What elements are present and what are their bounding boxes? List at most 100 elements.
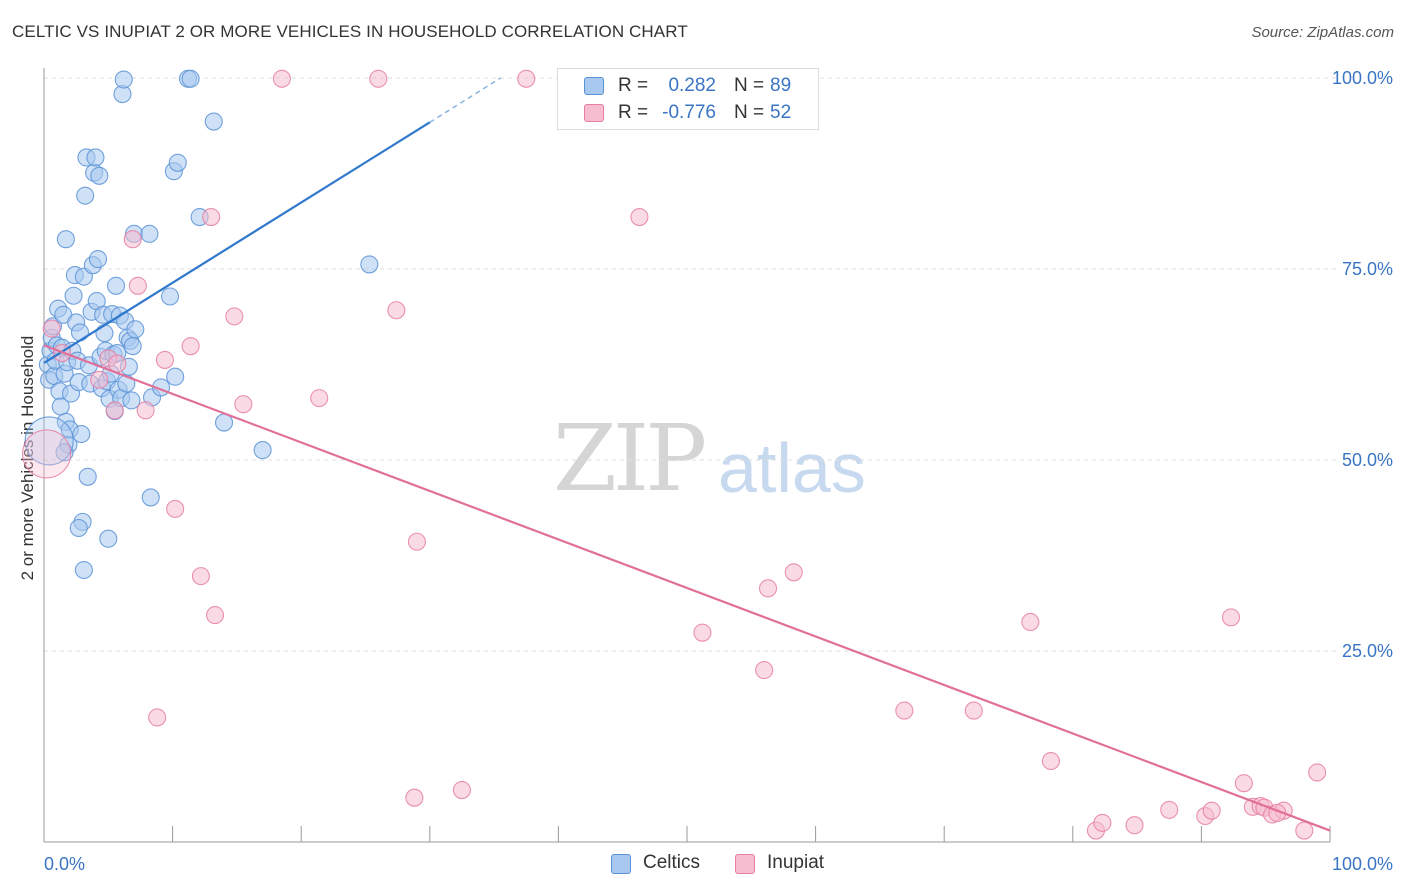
- inupiat-point: [310, 389, 329, 408]
- n-value: 52: [770, 102, 792, 123]
- celtics-point: [55, 443, 74, 462]
- inupiat-point: [136, 401, 155, 420]
- inupiat-point: [166, 499, 185, 518]
- inupiat-point: [405, 788, 424, 807]
- inupiat-point: [784, 563, 803, 582]
- watermark-zip: ZIP: [553, 405, 707, 512]
- inupiat-point: [148, 708, 167, 727]
- celtics-point: [76, 186, 95, 205]
- inupiat-point: [105, 401, 124, 420]
- celtics-point: [168, 153, 187, 172]
- celtics-point: [99, 529, 118, 548]
- inupiat-point: [22, 429, 72, 479]
- celtics-point: [140, 224, 159, 243]
- inupiat-point: [225, 307, 244, 326]
- celtics-legend-swatch: [611, 854, 631, 874]
- y-tick-label: 50.0%: [1342, 450, 1393, 470]
- celtics-point: [166, 367, 185, 386]
- stats-legend-row-inupiat: R = -0.776 N = 52: [558, 100, 818, 127]
- y-tick-label: 75.0%: [1342, 259, 1393, 279]
- inupiat-point: [90, 370, 109, 389]
- r-value: 0.282: [668, 75, 716, 96]
- inupiat-point: [1160, 800, 1179, 819]
- inupiat-point: [452, 780, 472, 800]
- series-legend: Celtics Inupiat: [0, 850, 1406, 880]
- celtics-point: [74, 560, 93, 580]
- inupiat-point: [630, 207, 649, 227]
- inupiat-point: [1221, 608, 1241, 627]
- inupiat-point: [123, 230, 142, 249]
- watermark-atlas: atlas: [718, 429, 866, 507]
- celtics-point: [95, 324, 114, 343]
- chart-title: CELTIC VS INUPIAT 2 OR MORE VEHICLES IN …: [12, 22, 688, 41]
- celtics-swatch: [584, 77, 604, 95]
- r-label: R =: [618, 75, 649, 96]
- inupiat-trend-line: [43, 344, 1331, 832]
- celtics-point: [122, 391, 141, 410]
- celtics-point: [126, 320, 145, 339]
- inupiat-point: [964, 701, 983, 720]
- celtics-point: [106, 276, 126, 295]
- celtics-point: [88, 250, 108, 269]
- inupiat-point: [369, 69, 388, 88]
- inupiat-point: [1295, 821, 1314, 840]
- stats-legend-row-celtics: R = 0.282 N = 89: [558, 73, 818, 100]
- inupiat-point: [1308, 763, 1327, 782]
- celtics-point: [86, 148, 105, 167]
- inupiat-point: [407, 532, 426, 551]
- celtics-trend-line: [43, 121, 431, 364]
- inupiat-point: [155, 350, 174, 369]
- inupiat-point: [128, 276, 147, 295]
- n-label: N =: [734, 75, 765, 96]
- y-tick-label: 100.0%: [1332, 68, 1393, 88]
- r-value: -0.776: [662, 102, 716, 123]
- celtics-point: [181, 69, 200, 88]
- inupiat-point: [895, 701, 914, 720]
- inupiat-point: [758, 579, 778, 598]
- celtics-point: [56, 230, 75, 249]
- r-label: R =: [618, 102, 649, 123]
- inupiat-point: [1093, 813, 1112, 832]
- celtics-point: [69, 518, 88, 538]
- n-label: N =: [734, 102, 765, 123]
- legend-label-celtics: Celtics: [643, 852, 701, 873]
- inupiat-point: [1041, 751, 1060, 771]
- inupiat-point: [1234, 774, 1253, 793]
- celtics-point: [72, 424, 91, 444]
- inupiat-point: [234, 395, 253, 414]
- celtics-point: [114, 70, 133, 89]
- inupiat-point: [272, 69, 291, 88]
- inupiat-point: [1021, 612, 1040, 632]
- inupiat-point: [181, 337, 200, 356]
- celtics-point: [253, 441, 272, 460]
- inupiat-point: [387, 301, 406, 320]
- y-tick-label: 25.0%: [1342, 641, 1393, 661]
- celtics-point: [360, 255, 379, 274]
- n-value: 89: [770, 75, 792, 96]
- celtics-point: [24, 416, 74, 466]
- legend-label-inupiat: Inupiat: [767, 852, 825, 873]
- inupiat-point: [517, 69, 536, 88]
- celtics-point: [64, 286, 83, 305]
- celtics-point: [160, 287, 180, 306]
- inupiat-point: [202, 207, 221, 227]
- inupiat-legend-swatch: [735, 854, 755, 874]
- stats-legend: R = 0.282 N = 89 R = -0.776 N = 52: [557, 68, 819, 130]
- inupiat-point: [205, 606, 225, 625]
- inupiat-point: [42, 319, 61, 338]
- source-label: Source: ZipAtlas.com: [1251, 24, 1394, 41]
- celtics-point: [204, 112, 223, 131]
- celtics-point: [141, 488, 160, 507]
- inupiat-point: [191, 567, 210, 586]
- celtics-point: [70, 323, 90, 342]
- celtics-point: [78, 467, 97, 486]
- inupiat-swatch: [584, 104, 604, 122]
- x-tick-label-min: 0.0%: [44, 854, 85, 874]
- celtics-trend-extension: [429, 77, 501, 123]
- x-tick-label-max: 100.0%: [1332, 854, 1393, 874]
- celtics-point: [90, 166, 109, 185]
- inupiat-point: [693, 623, 712, 642]
- celtics-point: [123, 337, 142, 356]
- inupiat-point: [1125, 816, 1144, 835]
